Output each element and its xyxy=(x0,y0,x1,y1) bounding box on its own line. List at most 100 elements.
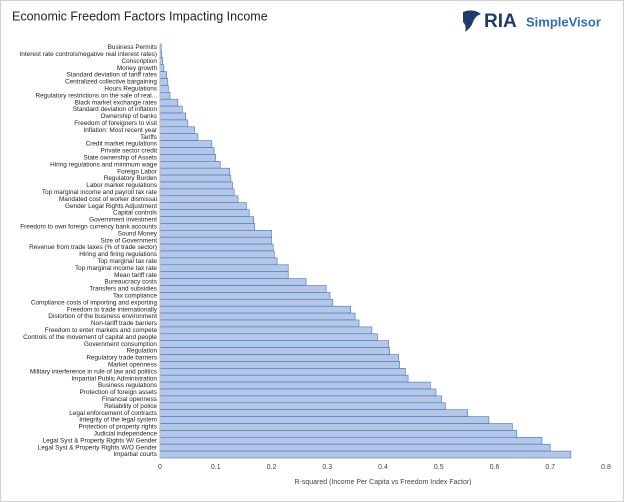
bar xyxy=(159,450,572,459)
y-tick-label: Standard deviation of tariff rates xyxy=(67,72,157,79)
logo-icon xyxy=(463,10,481,32)
bar xyxy=(159,333,378,341)
bar xyxy=(159,423,513,431)
bar xyxy=(159,230,272,238)
x-axis-label: R-squared (Income Per Capita vs Freedom … xyxy=(294,479,471,486)
bar xyxy=(159,92,171,100)
y-tick-label: Impartial Public Administration xyxy=(71,375,157,382)
bar xyxy=(159,416,490,424)
y-tick-label: Sound Money xyxy=(118,230,158,237)
bar xyxy=(159,202,247,210)
y-tick-label: Business regulations xyxy=(98,382,157,389)
bar xyxy=(159,167,230,176)
y-tick-label: Private sector credit xyxy=(101,148,158,155)
y-tick-label: Top marginal tax rate xyxy=(97,258,157,265)
y-tick-label: Financial openness xyxy=(102,396,157,403)
y-tick-label: Interest rate controls/negative real int… xyxy=(20,51,157,58)
y-tick-label: Judicial independence xyxy=(94,431,158,438)
y-tick-label: Non-tariff trade barriers xyxy=(91,320,157,327)
x-tick-label: 0 xyxy=(158,464,162,471)
bar xyxy=(159,319,360,328)
bar xyxy=(159,188,235,197)
y-tick-label: Top marginal income and payroll tax rate xyxy=(42,189,158,196)
bar xyxy=(159,388,437,397)
bar xyxy=(159,105,183,114)
bar xyxy=(159,140,213,148)
bar xyxy=(159,340,389,348)
bar xyxy=(159,271,289,279)
y-tick-label: Mean tariff rate xyxy=(114,272,157,279)
y-tick-label: Hiring and firing regulations xyxy=(79,251,157,258)
bar xyxy=(159,305,351,314)
bar xyxy=(159,126,195,135)
y-tick-label: Freedom of foreigners to visit xyxy=(74,120,157,127)
y-tick-label: Ownership of banks xyxy=(101,113,157,120)
y-tick-label: Capital controls xyxy=(113,210,157,217)
y-tick-label: Integrity of the legal system xyxy=(79,417,157,424)
y-tick-label: Labor market regulations xyxy=(86,182,157,189)
y-tick-label: Revenue from trade taxes (% of trade sec… xyxy=(29,244,157,251)
bar xyxy=(159,402,446,410)
x-tick-label: 0.5 xyxy=(434,464,444,471)
y-tick-label: Gender Legal Rights Adjustment xyxy=(65,203,157,210)
y-tick-label: Protection of property rights xyxy=(78,424,157,431)
bar xyxy=(159,278,307,286)
y-tick-label: Legal Syst & Property Rights W/O Gender xyxy=(38,444,158,451)
y-tick-label: Impartial courts xyxy=(113,451,157,458)
y-tick-label: Freedom to enter markets and compete xyxy=(45,327,158,334)
logo: RIA SimpleVisor xyxy=(463,10,601,32)
y-tick-label: Conscription xyxy=(121,58,157,65)
bar xyxy=(159,409,469,417)
y-tick-label: Regulatory restrictions on the sale of r… xyxy=(36,92,158,99)
bar xyxy=(159,374,409,383)
y-tick-label: Government consumption xyxy=(84,341,158,348)
y-tick-label: Inflation: Most recent year xyxy=(83,127,157,134)
bar xyxy=(159,119,189,128)
bar xyxy=(159,147,215,155)
y-tick-label: Tax compliance xyxy=(113,293,157,300)
bar xyxy=(159,112,186,121)
y-tick-label: Regulation xyxy=(126,348,157,355)
y-tick-label: Money growth xyxy=(117,65,158,72)
bar xyxy=(159,223,256,231)
y-tick-label: Mandated cost of worker dismissal xyxy=(59,196,157,203)
bar xyxy=(159,292,331,300)
y-tick-label: Size of Government xyxy=(101,237,158,244)
bar xyxy=(159,312,356,321)
logo-name: SimpleVisor xyxy=(526,14,601,29)
bar xyxy=(159,250,275,259)
bar xyxy=(159,285,327,293)
bar xyxy=(159,133,199,141)
bar xyxy=(159,430,518,438)
bar xyxy=(159,361,401,369)
y-tick-label: Credit market regulations xyxy=(86,141,157,148)
chart-title: Economic Freedom Factors Impacting Incom… xyxy=(12,9,268,23)
y-tick-label: Business Permits xyxy=(108,44,157,51)
y-tick-label: Black market exchange rates xyxy=(75,99,157,106)
bar xyxy=(159,209,250,217)
y-tick-label: Hours Regulations xyxy=(104,86,157,93)
bar xyxy=(159,326,373,335)
bar xyxy=(159,216,254,224)
bar xyxy=(159,298,334,307)
bar xyxy=(159,78,169,86)
y-tick-label: Freedom to trade internationally xyxy=(67,306,158,313)
y-tick-label: Market openness xyxy=(108,362,157,369)
y-tick-label: Foreign Labor xyxy=(117,168,158,175)
y-tick-label: Compliance costs of importing and export… xyxy=(31,299,158,306)
x-tick-label: 0.4 xyxy=(378,464,388,471)
bar xyxy=(159,257,278,266)
bar xyxy=(159,174,232,183)
bar xyxy=(159,243,274,252)
x-tick-label: 0.8 xyxy=(601,464,611,471)
y-tick-label: Reliability of police xyxy=(104,403,157,410)
bar xyxy=(159,195,239,204)
x-tick-label: 0.1 xyxy=(211,464,221,471)
y-tick-label: Regulatory Burden xyxy=(104,175,158,182)
bar xyxy=(159,181,233,190)
y-tick-label: Distortion of the business environment xyxy=(48,313,157,320)
bar xyxy=(159,161,221,169)
y-tick-label: Controls of the movement of capital and … xyxy=(23,334,157,341)
x-tick-label: 0.3 xyxy=(322,464,332,471)
